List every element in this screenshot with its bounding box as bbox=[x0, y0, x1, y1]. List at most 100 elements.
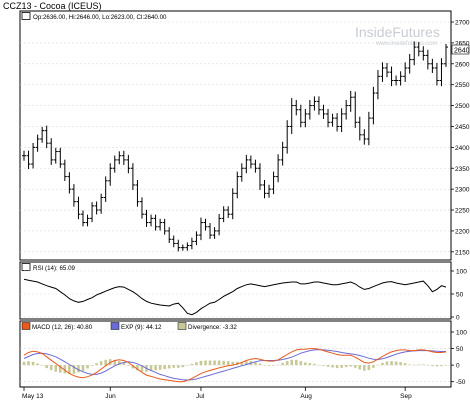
price-bar bbox=[35, 134, 40, 152]
divergence-bar bbox=[22, 361, 26, 366]
price-y-tick-label: 2500 bbox=[455, 103, 470, 110]
price-bar bbox=[339, 108, 344, 133]
price-bar bbox=[217, 214, 222, 236]
price-bar bbox=[357, 116, 362, 141]
rsi-y-tick-label: 100 bbox=[456, 269, 467, 276]
price-bar bbox=[226, 206, 231, 218]
rsi-line bbox=[23, 278, 447, 316]
divergence-bar bbox=[372, 365, 375, 368]
x-tick-label: Jul bbox=[196, 393, 205, 400]
macd-y-tick-label: -50 bbox=[456, 379, 466, 386]
price-bar bbox=[194, 231, 199, 246]
price-bar bbox=[412, 41, 417, 66]
price-bar bbox=[407, 53, 412, 74]
divergence-bar bbox=[426, 364, 430, 366]
price-bars bbox=[22, 41, 448, 252]
divergence-bar bbox=[131, 365, 135, 369]
rsi-legend-swatch bbox=[21, 263, 31, 271]
price-bar bbox=[103, 176, 108, 202]
rsi-y-tick-label: 0 bbox=[456, 315, 460, 322]
price-bar bbox=[280, 141, 285, 166]
price-bar bbox=[434, 62, 439, 86]
price-bar bbox=[158, 218, 163, 231]
divergence-bar bbox=[104, 359, 107, 366]
divergence-bar bbox=[272, 365, 275, 366]
price-bar bbox=[80, 210, 85, 227]
divergence-bar bbox=[127, 365, 130, 366]
price-bar bbox=[221, 206, 226, 223]
price-bar bbox=[403, 62, 408, 82]
rsi-series bbox=[23, 278, 447, 316]
divergence-bar bbox=[95, 363, 98, 366]
divergence-bar bbox=[385, 361, 389, 366]
divergence-bar bbox=[431, 365, 434, 367]
divergence-bar bbox=[181, 365, 185, 368]
price-bar bbox=[335, 113, 340, 132]
divergence-bar bbox=[285, 361, 289, 366]
price-y-tick-label: 2550 bbox=[455, 82, 470, 89]
divergence-bar bbox=[31, 361, 35, 366]
price-bar bbox=[321, 104, 326, 119]
price-bar bbox=[289, 98, 294, 134]
price-bar bbox=[425, 49, 430, 70]
price-bar bbox=[375, 70, 380, 100]
price-bar bbox=[44, 125, 49, 149]
divergence-bar bbox=[440, 365, 443, 367]
ema-legend-swatch bbox=[110, 322, 120, 330]
macd-panel-frame bbox=[19, 320, 452, 388]
price-bar bbox=[94, 201, 99, 215]
price-bar bbox=[40, 126, 45, 143]
divergence-bar bbox=[308, 363, 312, 366]
divergence-bar bbox=[276, 364, 280, 366]
divergence-bar bbox=[208, 360, 212, 366]
price-bar bbox=[144, 209, 149, 227]
divergence-bar bbox=[122, 363, 126, 366]
price-bar bbox=[385, 62, 390, 78]
divergence-bar bbox=[176, 365, 180, 368]
price-bar bbox=[167, 227, 172, 244]
price-bar bbox=[26, 150, 31, 170]
divergence-bar bbox=[217, 360, 221, 366]
current-price-box bbox=[451, 44, 470, 55]
divergence-bar bbox=[49, 365, 53, 371]
chart-title: CCZ13 - Cocoa (ICEUS) bbox=[3, 1, 102, 11]
macd-legend: MACD (12, 26): 40.80 bbox=[32, 324, 93, 331]
divergence-bar bbox=[154, 365, 157, 371]
price-y-tick-label: 2450 bbox=[455, 124, 470, 131]
divergence-bar bbox=[444, 365, 448, 366]
price-bar bbox=[189, 237, 194, 250]
x-axis: May 13 Jun Jul Aug Sep bbox=[22, 387, 412, 400]
divergence-bar bbox=[99, 361, 103, 366]
macd-y-tick-label: 50 bbox=[456, 346, 464, 353]
price-bar bbox=[421, 46, 426, 61]
price-bar bbox=[171, 235, 176, 248]
divergence-bar bbox=[399, 362, 402, 366]
divergence-bar bbox=[213, 360, 216, 366]
macd-series bbox=[23, 348, 447, 383]
price-bar bbox=[58, 147, 63, 168]
divergence-bar bbox=[344, 365, 348, 368]
price-bar bbox=[353, 91, 358, 128]
price-bar bbox=[108, 163, 113, 186]
divergence-bar bbox=[376, 364, 380, 366]
divergence-bar bbox=[367, 365, 371, 371]
price-bar bbox=[267, 184, 272, 198]
ema-legend: EXP (9): 44.12 bbox=[121, 324, 162, 331]
price-bar bbox=[185, 242, 190, 251]
divergence-bar bbox=[149, 365, 153, 372]
divergence-bar bbox=[335, 365, 339, 369]
price-bar bbox=[31, 142, 36, 169]
price-bar bbox=[212, 227, 217, 239]
price-bar bbox=[244, 154, 249, 174]
price-bar bbox=[303, 108, 308, 128]
divergence-bar bbox=[140, 365, 144, 372]
divergence-bar bbox=[390, 361, 393, 366]
price-bar bbox=[285, 120, 290, 154]
divergence-bar bbox=[281, 362, 284, 366]
divergence-bar bbox=[304, 362, 307, 366]
macd-legend-swatch bbox=[21, 322, 31, 330]
x-tick-label: May 13 bbox=[22, 393, 44, 400]
price-y-tick-label: 2650 bbox=[455, 40, 470, 47]
x-tick-label: Jun bbox=[105, 393, 116, 400]
price-bar bbox=[444, 43, 448, 67]
